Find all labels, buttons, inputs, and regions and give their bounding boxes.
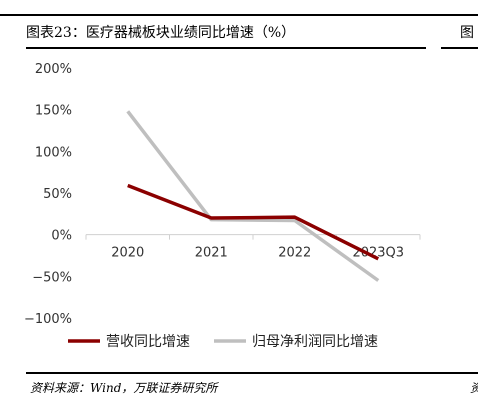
x-tick-label: 2021 — [195, 246, 228, 261]
y-tick-label: 200% — [35, 62, 72, 77]
source-note: 资料来源：Wind，万联证券研究所 — [30, 381, 218, 395]
x-tick-label: 2020 — [111, 246, 144, 261]
series-line — [127, 183, 380, 261]
x-axis: 2020 2021 2022 2023Q3 — [85, 234, 421, 261]
top-rule — [0, 14, 478, 16]
y-tick-label: 150% — [35, 104, 72, 119]
title-underline — [26, 47, 426, 49]
adjacent-source-fragment: 资 — [470, 379, 478, 396]
adjacent-title-underline — [441, 47, 478, 49]
chart-title: 图表23：医疗器械板块业绩同比增速（%） — [26, 25, 296, 41]
y-axis-ticks: −100% −50% 0% 50% 100% 150% 200% — [24, 62, 72, 327]
y-tick-label: −100% — [24, 312, 72, 327]
adjacent-title-fragment: 图 — [460, 25, 474, 41]
legend-label: 营收同比增速 — [106, 334, 190, 350]
line-chart: −100%−50%0%50%100%150%200% 2020 2021 2022 2… — [24, 62, 421, 350]
chart-title-row: 图表23：医疗器械板块业绩同比增速（%） — [26, 22, 478, 44]
y-tick-label: −50% — [32, 270, 72, 285]
legend: 营收同比增速 归母净利润同比增速 — [68, 333, 378, 350]
y-tick-label: 100% — [35, 145, 72, 160]
series-line — [126, 110, 380, 282]
series-lines — [126, 110, 380, 282]
bottom-rule — [26, 372, 478, 374]
x-tick-label: 2022 — [278, 246, 311, 261]
legend-label: 归母净利润同比增速 — [252, 333, 378, 350]
y-tick-label: 0% — [51, 229, 72, 244]
x-tick-label: 2023Q3 — [352, 246, 404, 261]
y-tick-label: 50% — [43, 187, 72, 202]
